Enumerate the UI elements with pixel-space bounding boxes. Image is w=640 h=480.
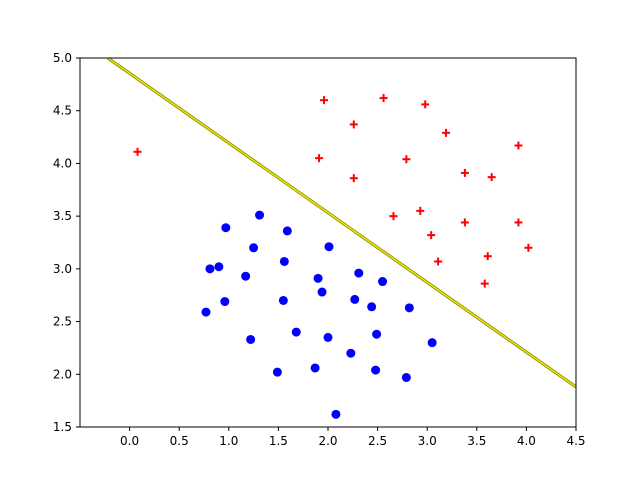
data-point-circle bbox=[255, 210, 265, 220]
data-point-circle bbox=[246, 334, 256, 344]
x-tick-label: 2.5 bbox=[368, 434, 387, 448]
data-point-circle bbox=[214, 262, 224, 272]
data-point-plus bbox=[349, 174, 358, 183]
data-point-plus bbox=[315, 154, 324, 163]
x-tick-label: 0.0 bbox=[120, 434, 139, 448]
data-point-circle bbox=[350, 294, 360, 304]
y-tick-label: 2.5 bbox=[53, 315, 72, 329]
x-tick-label: 4.5 bbox=[566, 434, 585, 448]
y-tick-label: 4.5 bbox=[53, 104, 72, 118]
x-tick-label: 2.0 bbox=[318, 434, 337, 448]
y-tick-label: 3.0 bbox=[53, 262, 72, 276]
data-point-circle bbox=[346, 348, 356, 358]
data-point-circle bbox=[323, 332, 333, 342]
data-point-circle bbox=[291, 327, 301, 337]
x-tick-label: 1.0 bbox=[219, 434, 238, 448]
data-point-plus bbox=[133, 147, 142, 156]
data-point-circle bbox=[221, 223, 231, 233]
data-point-plus bbox=[320, 96, 329, 105]
data-point-plus bbox=[389, 212, 398, 221]
data-point-plus bbox=[442, 128, 451, 137]
data-point-circle bbox=[324, 242, 334, 252]
decision-boundary-line bbox=[107, 58, 576, 388]
x-tick-label: 0.5 bbox=[170, 434, 189, 448]
y-tick-label: 3.5 bbox=[53, 209, 72, 223]
data-point-circle bbox=[372, 329, 382, 339]
data-point-circle bbox=[249, 243, 259, 253]
data-point-plus bbox=[483, 252, 492, 261]
data-point-circle bbox=[331, 409, 341, 419]
data-point-circle bbox=[201, 307, 211, 317]
x-tick-label: 1.5 bbox=[269, 434, 288, 448]
x-tick-label: 3.5 bbox=[467, 434, 486, 448]
data-point-circle bbox=[205, 264, 215, 274]
data-point-circle bbox=[220, 297, 230, 307]
x-tick-label: 3.0 bbox=[418, 434, 437, 448]
data-point-circle bbox=[279, 256, 289, 266]
data-point-plus bbox=[427, 231, 436, 240]
y-tick-label: 1.5 bbox=[53, 420, 72, 434]
y-tick-label: 2.0 bbox=[53, 367, 72, 381]
data-point-circle bbox=[404, 303, 414, 313]
data-point-plus bbox=[379, 94, 388, 103]
data-point-circle bbox=[310, 363, 320, 373]
data-point-circle bbox=[354, 268, 364, 278]
x-tick-label: 4.0 bbox=[517, 434, 536, 448]
data-point-plus bbox=[460, 168, 469, 177]
data-point-plus bbox=[460, 218, 469, 227]
data-point-plus bbox=[349, 120, 358, 129]
data-point-circle bbox=[278, 295, 288, 305]
data-point-plus bbox=[421, 100, 430, 109]
data-point-circle bbox=[371, 365, 381, 375]
y-tick-label: 5.0 bbox=[53, 51, 72, 65]
data-point-circle bbox=[241, 271, 251, 281]
data-point-plus bbox=[487, 173, 496, 182]
data-point-plus bbox=[514, 218, 523, 227]
data-point-circle bbox=[272, 367, 282, 377]
data-point-plus bbox=[480, 279, 489, 288]
data-point-plus bbox=[434, 257, 443, 266]
data-point-circle bbox=[313, 273, 323, 283]
data-point-circle bbox=[367, 302, 377, 312]
data-point-circle bbox=[378, 277, 388, 287]
y-tick-label: 4.0 bbox=[53, 156, 72, 170]
data-point-circle bbox=[282, 226, 292, 236]
data-point-circle bbox=[401, 372, 411, 382]
axes: 0.0 0.5 1.0 1.5 2.0 2.5 3.0 3.5 4.0 4.5 1.5 2.0 2.5 3… bbox=[53, 51, 586, 448]
data-marks bbox=[106, 58, 576, 419]
data-point-circle bbox=[427, 338, 437, 348]
data-point-plus bbox=[402, 155, 411, 164]
data-point-circle bbox=[317, 287, 327, 297]
data-point-plus bbox=[524, 243, 533, 252]
data-point-plus bbox=[416, 206, 425, 215]
data-point-plus bbox=[514, 141, 523, 150]
